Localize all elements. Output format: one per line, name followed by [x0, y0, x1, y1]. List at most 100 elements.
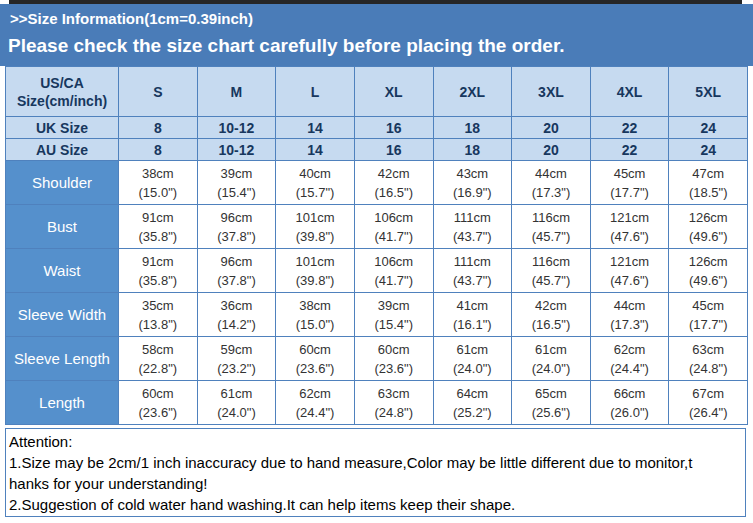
cm-value: 44cm — [591, 296, 669, 315]
measurement-cell: 101cm(39.8") — [276, 249, 355, 293]
cm-value: 121cm — [591, 252, 669, 271]
inch-value: (43.7") — [434, 227, 512, 246]
inch-value: (35.8") — [119, 227, 197, 246]
size-header-cell: 8 — [119, 117, 198, 139]
measurement-cell: 43cm(16.9") — [433, 161, 512, 205]
measurement-cell: 126cm(49.6") — [669, 249, 748, 293]
inch-value: (16.1") — [434, 315, 512, 334]
measurement-cell: 116cm(45.7") — [512, 249, 591, 293]
measurement-cell: 62cm(24.4") — [590, 337, 669, 381]
inch-value: (15.7") — [276, 183, 354, 202]
cm-value: 91cm — [119, 208, 197, 227]
inch-value: (18.5") — [669, 183, 747, 202]
measurement-cell: 40cm(15.7") — [276, 161, 355, 205]
inch-value: (49.6") — [669, 227, 747, 246]
attention-line: 2.Suggestion of cold water hand washing.… — [9, 494, 745, 515]
cm-value: 96cm — [198, 252, 276, 271]
cm-value: 121cm — [591, 208, 669, 227]
inch-value: (43.7") — [434, 271, 512, 290]
inch-value: (45.7") — [512, 271, 590, 290]
measurement-cell: 66cm(26.0") — [590, 381, 669, 425]
measurement-cell: 61cm(24.0") — [433, 337, 512, 381]
measurement-cell: 42cm(16.5") — [354, 161, 433, 205]
measurement-cell: 121cm(47.6") — [590, 205, 669, 249]
inch-value: (24.8") — [669, 359, 747, 378]
inch-value: (35.8") — [119, 271, 197, 290]
measurement-cell: 111cm(43.7") — [433, 249, 512, 293]
inch-value: (17.3") — [512, 183, 590, 202]
row-label: Bust — [6, 205, 119, 249]
measurement-cell: 38cm(15.0") — [276, 293, 355, 337]
size-header-cell: 5XL — [669, 67, 748, 117]
cm-value: 101cm — [276, 252, 354, 271]
cm-value: 42cm — [355, 164, 433, 183]
inch-value: (24.0") — [512, 359, 590, 378]
cm-value: 44cm — [512, 164, 590, 183]
measurement-cell: 67cm(26.4") — [669, 381, 748, 425]
size-header-cell: 20 — [512, 139, 591, 161]
measurement-cell: 126cm(49.6") — [669, 205, 748, 249]
inch-value: (47.6") — [591, 271, 669, 290]
row-label: Sleeve Width — [6, 293, 119, 337]
inch-value: (15.0") — [276, 315, 354, 334]
cm-value: 106cm — [355, 208, 433, 227]
inch-value: (23.6") — [276, 359, 354, 378]
table-row: Length60cm(23.6")61cm(24.0")62cm(24.4")6… — [6, 381, 748, 425]
cm-value: 60cm — [355, 340, 433, 359]
attention-line: hanks for your understanding! — [9, 473, 745, 494]
measurement-cell: 96cm(37.8") — [197, 205, 276, 249]
inch-value: (15.4") — [198, 183, 276, 202]
cm-value: 111cm — [434, 252, 512, 271]
measurement-cell: 62cm(24.4") — [276, 381, 355, 425]
size-header-cell: 18 — [433, 117, 512, 139]
inch-value: (22.8") — [119, 359, 197, 378]
measurement-cell: 116cm(45.7") — [512, 205, 591, 249]
measurement-cell: 60cm(23.6") — [119, 381, 198, 425]
measurement-cell: 106cm(41.7") — [354, 249, 433, 293]
inch-value: (15.4") — [355, 315, 433, 334]
attention-note: Attention: 1.Size may be 2cm/1 inch inac… — [5, 428, 746, 517]
cm-value: 66cm — [591, 384, 669, 403]
measurement-cell: 96cm(37.8") — [197, 249, 276, 293]
cm-value: 116cm — [512, 252, 590, 271]
inch-value: (39.8") — [276, 227, 354, 246]
measurement-cell: 111cm(43.7") — [433, 205, 512, 249]
inch-value: (17.7") — [669, 315, 747, 334]
inch-value: (13.8") — [119, 315, 197, 334]
inch-value: (41.7") — [355, 271, 433, 290]
cm-value: 126cm — [669, 252, 747, 271]
cm-value: 39cm — [355, 296, 433, 315]
table-row: Waist91cm(35.8")96cm(37.8")101cm(39.8")1… — [6, 249, 748, 293]
inch-value: (41.7") — [355, 227, 433, 246]
cm-value: 64cm — [434, 384, 512, 403]
row-label: AU Size — [6, 139, 119, 161]
size-chart-table: US/CA Size(cm/inch)SMLXL2XL3XL4XL5XLUK S… — [5, 66, 748, 425]
cm-value: 38cm — [119, 164, 197, 183]
cm-value: 91cm — [119, 252, 197, 271]
size-header-cell: 10-12 — [197, 117, 276, 139]
measurement-cell: 38cm(15.0") — [119, 161, 198, 205]
attention-line: 1.Size may be 2cm/1 inch inaccuracy due … — [9, 452, 745, 473]
measurement-cell: 106cm(41.7") — [354, 205, 433, 249]
cm-value: 42cm — [512, 296, 590, 315]
size-header-cell: 3XL — [512, 67, 591, 117]
inch-value: (45.7") — [512, 227, 590, 246]
table-row: Sleeve Width35cm(13.8")36cm(14.2")38cm(1… — [6, 293, 748, 337]
size-info-banner: >>Size Information(1cm=0.39inch) Please … — [0, 4, 753, 66]
measurement-cell: 47cm(18.5") — [669, 161, 748, 205]
size-info-title: >>Size Information(1cm=0.39inch) — [0, 4, 753, 27]
cm-value: 41cm — [434, 296, 512, 315]
cm-value: 36cm — [198, 296, 276, 315]
inch-value: (49.6") — [669, 271, 747, 290]
size-header-cell: S — [119, 67, 198, 117]
measurement-cell: 64cm(25.2") — [433, 381, 512, 425]
measurement-cell: 45cm(17.7") — [669, 293, 748, 337]
measurement-cell: 42cm(16.5") — [512, 293, 591, 337]
inch-value: (16.5") — [512, 315, 590, 334]
table-row: Shoulder38cm(15.0")39cm(15.4")40cm(15.7"… — [6, 161, 748, 205]
cm-value: 63cm — [669, 340, 747, 359]
cm-value: 126cm — [669, 208, 747, 227]
size-header-cell: 22 — [590, 117, 669, 139]
row-label: Waist — [6, 249, 119, 293]
size-header-cell: 16 — [354, 139, 433, 161]
